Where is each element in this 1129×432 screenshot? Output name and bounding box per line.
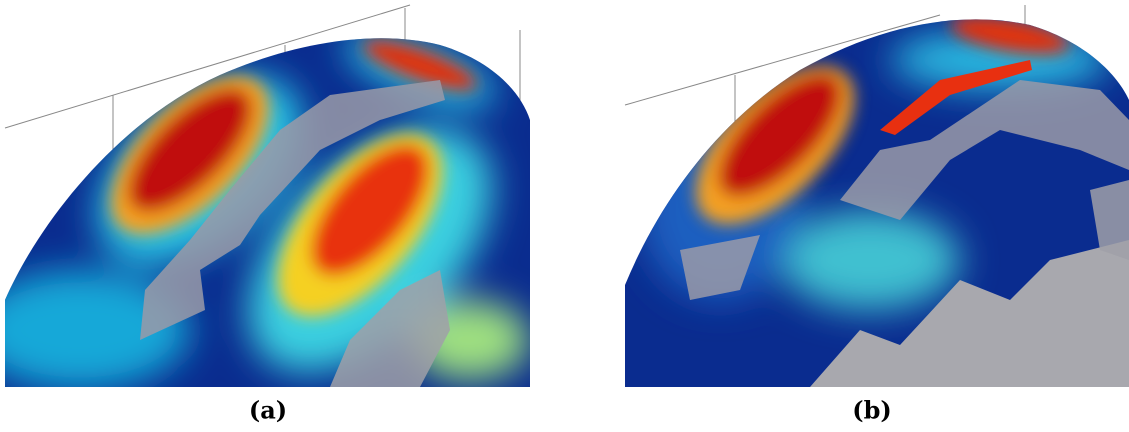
caption: (b) xyxy=(852,396,892,425)
panel-a xyxy=(4,4,530,387)
caption: (a) xyxy=(249,396,287,425)
panel-b xyxy=(624,5,1129,387)
